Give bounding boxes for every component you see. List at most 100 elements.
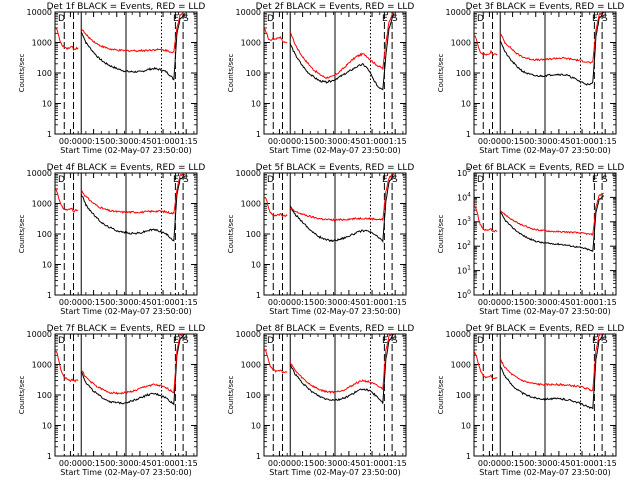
x-tick-label: 00:30 — [105, 459, 128, 468]
y-tick-label: 1000 — [32, 39, 52, 48]
x-tick-label: 00:30 — [105, 298, 128, 307]
events-series-line — [80, 173, 185, 242]
x-tick-label: 01:15 — [594, 137, 617, 146]
lld-series-line — [55, 186, 79, 213]
y-tick-label: 100 — [246, 69, 261, 78]
y-tick-label: 100 — [456, 391, 471, 400]
x-axis-label: Start Time (02-May-07 23:50:00) — [479, 146, 610, 155]
y-tick-label: 10 — [42, 422, 52, 431]
y-tick-label: 10000 — [446, 330, 471, 339]
events-series-line — [289, 173, 394, 244]
x-tick-label: 00:30 — [524, 459, 547, 468]
corner-label-right: E — [592, 336, 598, 346]
x-tick-label: 01:00 — [571, 459, 594, 468]
y-tick-label: 10000 — [236, 330, 261, 339]
y-tick-label: 1000 — [32, 200, 52, 209]
chart-title: Det 8f BLACK = Events, RED = LLD — [256, 324, 415, 334]
events-series-line — [80, 13, 186, 81]
corner-label-left: D — [267, 336, 274, 346]
x-tick-label: 00:30 — [314, 298, 337, 307]
corner-label-right: E — [173, 14, 179, 24]
corner-label-right-2: S — [183, 336, 189, 346]
y-tick-label: 1 — [256, 130, 261, 139]
corner-label-left: D — [267, 175, 274, 185]
y-tick-label: 1 — [466, 130, 471, 139]
corner-label-right-2: S — [392, 175, 398, 185]
lld-series-line — [55, 350, 79, 383]
y-axis-label: Counts/sec — [227, 376, 235, 415]
x-tick-label: 01:15 — [594, 459, 617, 468]
y-axis-label: Counts/sec — [18, 376, 26, 415]
corner-label-right: E — [382, 14, 388, 24]
corner-label-left: D — [477, 336, 484, 346]
x-tick-label: 00:00 — [59, 137, 82, 146]
corner-label-right-2: S — [183, 14, 189, 24]
corner-label-right-2: S — [602, 14, 608, 24]
y-tick-label: 100 — [456, 69, 471, 78]
x-tick-label: 00:45 — [547, 298, 570, 307]
events-series-line — [499, 12, 605, 86]
y-tick-label: 100 — [37, 391, 52, 400]
y-tick-label: 10000 — [27, 169, 52, 178]
x-tick-label: 00:45 — [128, 459, 151, 468]
y-tick-label: 10000 — [27, 8, 52, 17]
y-tick-label: 1 — [47, 452, 52, 461]
y-axis-label: Counts/sec — [227, 54, 235, 93]
corner-label-left: D — [477, 175, 484, 185]
x-tick-label: 01:00 — [571, 298, 594, 307]
corner-label-left: D — [267, 14, 274, 24]
y-tick-label: 1000 — [241, 361, 261, 370]
lld-series-line — [474, 205, 498, 233]
events-series-line — [289, 334, 395, 404]
y-tick-label: 1000 — [451, 361, 471, 370]
chart-panel-6: Det 6f BLACK = Events, RED = LLD 100 101 10… — [437, 163, 624, 316]
x-tick-label: 00:15 — [82, 459, 105, 468]
y-tick-label: 100 — [246, 230, 261, 239]
y-axis-label: Counts/sec — [437, 54, 445, 93]
chart-panel-1: Det 1f BLACK = Events, RED = LLD 1 10 100 10… — [18, 2, 205, 155]
y-axis-label: Counts/sec — [437, 376, 445, 415]
y-tick-label: 1 — [466, 452, 471, 461]
x-tick-label: 00:15 — [501, 459, 524, 468]
x-tick-label: 00:15 — [291, 137, 314, 146]
x-tick-label: 01:00 — [152, 459, 175, 468]
y-tick-label: 100 — [246, 391, 261, 400]
x-tick-label: 00:30 — [314, 137, 337, 146]
y-tick-label: 1 — [47, 291, 52, 300]
y-tick-label: 10000 — [236, 8, 261, 17]
x-tick-label: 00:00 — [478, 137, 501, 146]
y-tick-label: 105 — [457, 167, 471, 178]
lld-series-line — [264, 28, 288, 44]
x-tick-label: 00:45 — [128, 137, 151, 146]
lld-series-line — [499, 12, 603, 64]
x-tick-label: 01:00 — [152, 298, 175, 307]
y-tick-label: 100 — [37, 69, 52, 78]
y-tick-label: 101 — [457, 265, 471, 276]
x-tick-label: 01:00 — [361, 459, 384, 468]
y-axis-label: Counts/sec — [437, 215, 445, 254]
x-tick-label: 00:30 — [314, 459, 337, 468]
y-tick-label: 1 — [256, 452, 261, 461]
x-axis-label: Start Time (02-May-07 23:50:00) — [479, 468, 610, 477]
events-series-line — [80, 334, 186, 406]
y-tick-label: 1 — [256, 291, 261, 300]
x-axis-label: Start Time (02-May-07 23:50:00) — [60, 468, 191, 477]
chart-title: Det 5f BLACK = Events, RED = LLD — [256, 163, 415, 173]
corner-label-right: E — [382, 175, 388, 185]
x-tick-label: 00:45 — [547, 459, 570, 468]
lld-series-line — [500, 192, 604, 237]
chart-title: Det 4f BLACK = Events, RED = LLD — [47, 163, 206, 173]
chart-title: Det 1f BLACK = Events, RED = LLD — [47, 2, 206, 12]
lld-series-line — [264, 196, 288, 218]
chart-title: Det 9f BLACK = Events, RED = LLD — [466, 324, 625, 334]
y-tick-label: 10 — [461, 422, 471, 431]
corner-label-right: E — [173, 175, 179, 185]
lld-series-line — [289, 12, 395, 79]
x-tick-label: 00:15 — [501, 298, 524, 307]
chart-panel-2: Det 2f BLACK = Events, RED = LLD 1 10 100 10… — [227, 2, 414, 155]
corner-label-right: E — [592, 175, 598, 185]
lld-series-line — [264, 347, 288, 374]
corner-label-left: D — [477, 14, 484, 24]
chart-panel-3: Det 3f BLACK = Events, RED = LLD 1 10 100 10… — [437, 2, 624, 155]
